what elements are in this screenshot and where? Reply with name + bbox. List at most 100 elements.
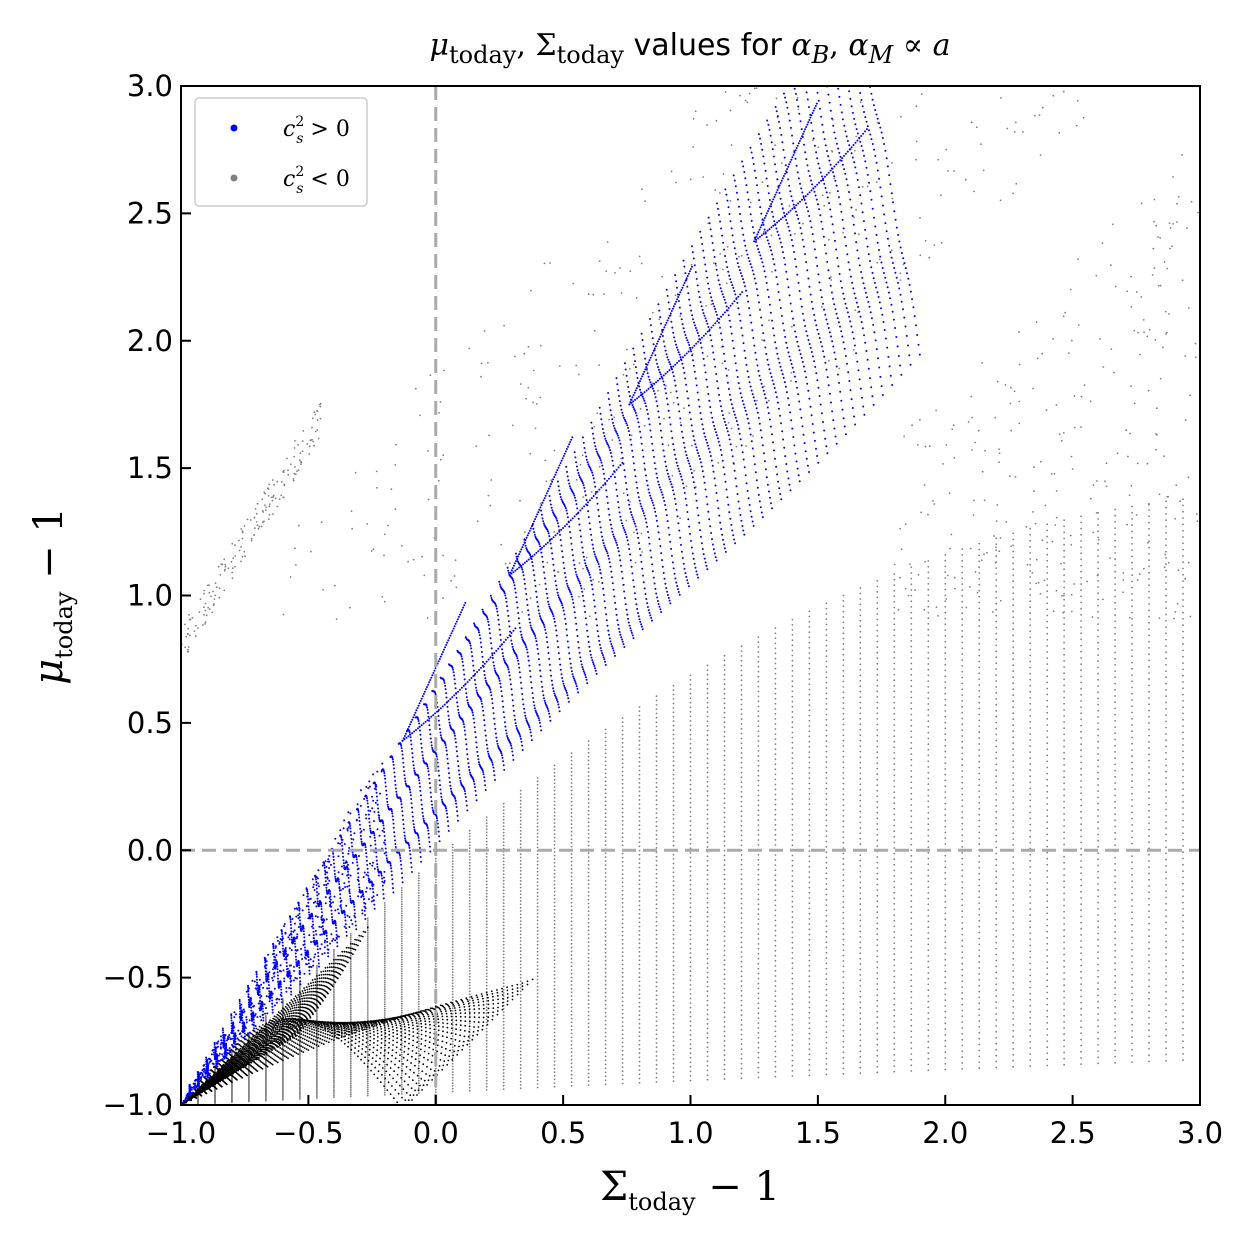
unstable-point [944, 773, 947, 776]
unstable-point [349, 967, 352, 970]
unstable-point [842, 1072, 845, 1075]
unstable-point [1029, 1004, 1032, 1007]
unstable-point [893, 1070, 896, 1073]
unstable-point [502, 927, 505, 930]
unstable-point [842, 777, 845, 780]
unstable-point [400, 991, 403, 993]
unstable-point [740, 951, 743, 953]
unstable-point [927, 651, 930, 654]
unstable-point [927, 748, 930, 751]
unstable-point [536, 1034, 539, 1037]
unstable-point [944, 895, 947, 897]
unstable-point [893, 919, 896, 922]
unstable-point [434, 1049, 437, 1052]
unstable-point [553, 1067, 556, 1070]
unstable-point [723, 935, 726, 938]
unstable-point [1165, 645, 1167, 647]
unstable-point [706, 762, 709, 765]
unstable-point [383, 968, 386, 971]
unstable-point [1148, 615, 1150, 618]
unstable-point [553, 840, 556, 843]
unstable-point [995, 596, 998, 599]
unstable-point [927, 754, 930, 757]
unstable-point [536, 822, 539, 824]
unstable-point [587, 844, 590, 847]
unstable-point [587, 1018, 590, 1021]
unstable-point [502, 892, 505, 895]
unstable-point [893, 724, 896, 726]
unstable-point [366, 1080, 369, 1083]
unstable-point [621, 897, 624, 900]
unstable-point [1114, 732, 1116, 735]
unstable-point [1182, 914, 1184, 917]
unstable-point [1046, 930, 1049, 933]
unstable-point [502, 1014, 505, 1017]
unstable-point [587, 778, 590, 781]
unstable-point [944, 999, 947, 1002]
unstable-point [1148, 709, 1150, 712]
unstable-point [570, 830, 573, 833]
unstable-point [1012, 610, 1015, 613]
unstable-point [723, 911, 726, 914]
unstable-point [876, 867, 879, 869]
unstable-point [706, 794, 709, 797]
unstable-point [587, 1076, 590, 1079]
unstable-point [434, 944, 437, 947]
unstable-point [519, 970, 522, 973]
unstable-point [451, 965, 454, 968]
unstable-point [502, 899, 505, 901]
unstable-point [859, 1006, 862, 1009]
unstable-point [621, 914, 624, 917]
unstable-point [553, 1071, 556, 1074]
unstable-point [1080, 860, 1082, 862]
unstable-point [655, 998, 658, 1001]
unstable-point [349, 1051, 352, 1054]
unstable-point [1029, 890, 1032, 892]
unstable-point [621, 1066, 624, 1068]
unstable-point [1182, 863, 1184, 866]
unstable-point [961, 904, 964, 907]
unstable-point [468, 961, 471, 963]
unstable-point [638, 1014, 641, 1017]
unstable-point [1165, 814, 1167, 817]
unstable-point [723, 735, 726, 738]
unstable-point [485, 941, 488, 944]
unstable-point [553, 829, 556, 832]
unstable-point [1046, 766, 1049, 769]
unstable-point [723, 1021, 726, 1023]
unstable-point [842, 1067, 845, 1070]
unstable-point [910, 939, 913, 942]
unstable-point [723, 997, 726, 999]
unstable-point [587, 821, 590, 824]
unstable-point [706, 790, 709, 792]
unstable-point [570, 1055, 573, 1057]
unstable-point [1029, 1023, 1032, 1025]
unstable-point [417, 1025, 420, 1028]
unstable-point [808, 673, 811, 675]
unstable-point [1080, 884, 1082, 887]
unstable-point [978, 695, 981, 698]
unstable-point [961, 951, 964, 953]
unstable-point [485, 1064, 488, 1067]
unstable-point [502, 838, 505, 840]
unstable-point [536, 808, 539, 811]
unstable-point [995, 1048, 998, 1051]
unstable-point [910, 640, 913, 642]
unstable-point [604, 876, 607, 878]
unstable-point [1114, 887, 1116, 890]
unstable-point [791, 705, 794, 708]
unstable-point [468, 1081, 471, 1083]
unstable-point [1046, 760, 1049, 763]
unstable-point [621, 782, 624, 785]
unstable-point [944, 1010, 947, 1013]
unstable-point [791, 936, 794, 939]
unstable-point [689, 929, 692, 932]
unstable-point [876, 834, 879, 836]
unstable-point [825, 824, 828, 827]
unstable-point [757, 735, 760, 737]
unstable-point [417, 998, 420, 1001]
unstable-point [1097, 747, 1099, 749]
unstable-point [723, 745, 726, 747]
unstable-point [978, 625, 981, 627]
unstable-point [893, 623, 896, 626]
